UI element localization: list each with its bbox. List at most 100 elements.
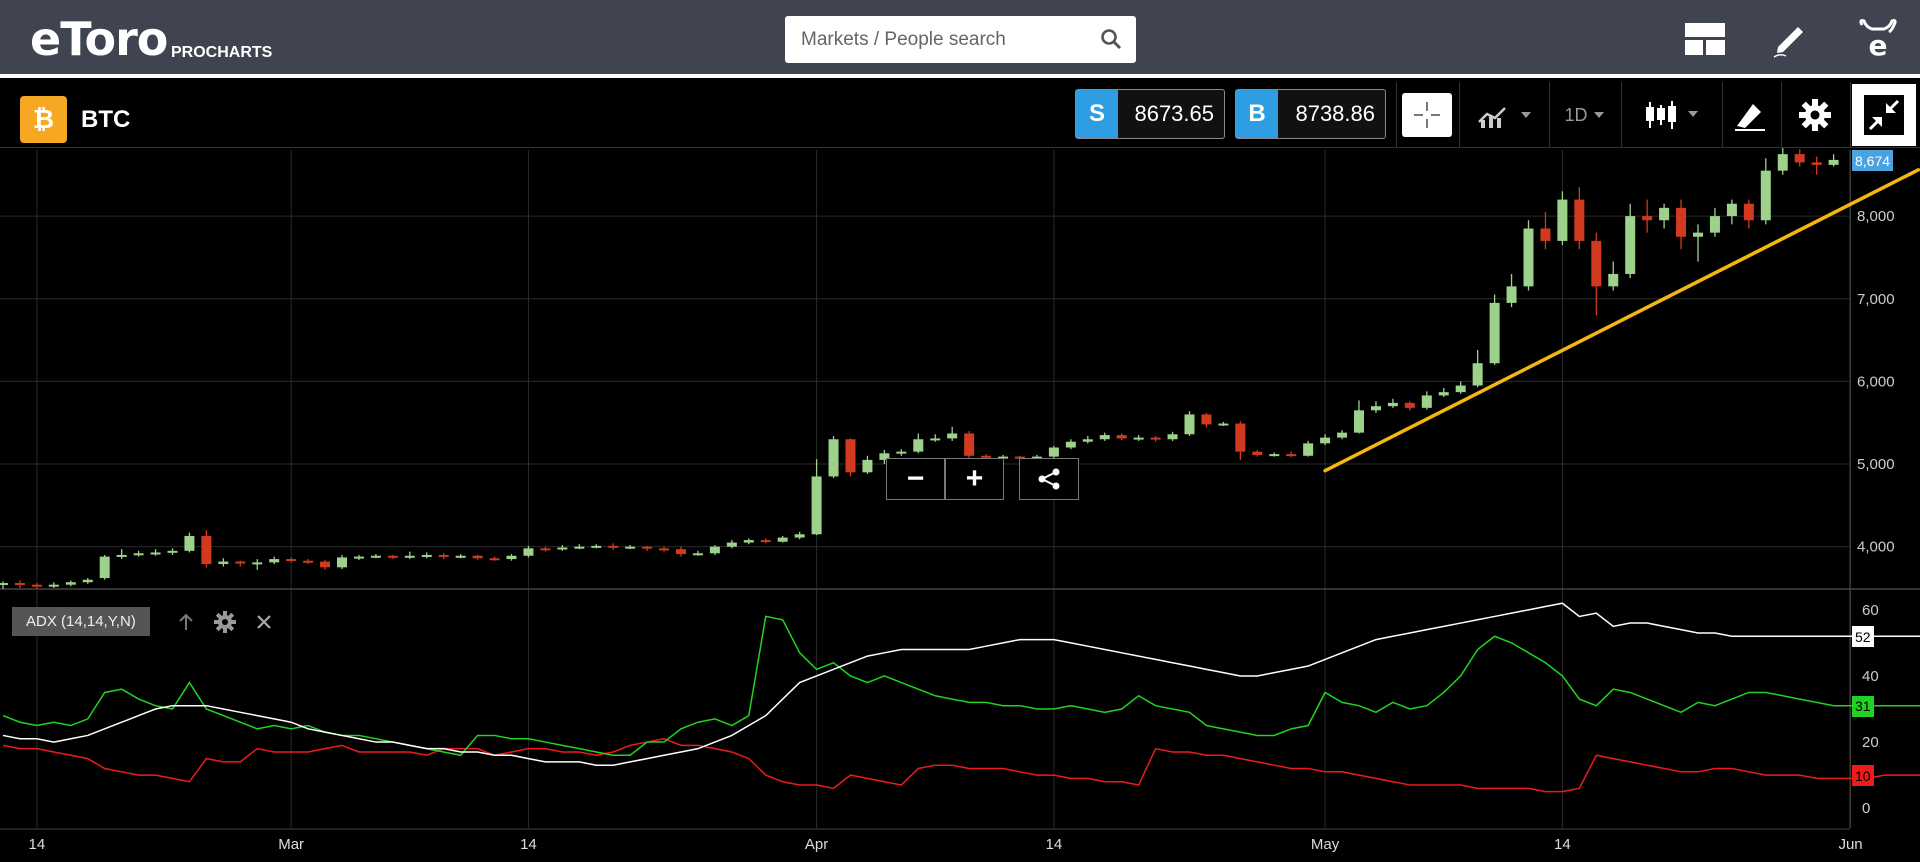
candle-body — [82, 579, 93, 583]
candle-body — [472, 555, 483, 559]
candle-body — [133, 553, 144, 556]
price-chart[interactable]: 4,000 5,000 6,000 7,000 8,000 0 20 40 60 8,674 1… — [0, 148, 1920, 862]
current-price-badge: 8,674 — [1852, 150, 1894, 172]
share-icon — [1038, 468, 1060, 490]
close-icon[interactable] — [249, 607, 279, 637]
candle-body — [1235, 423, 1246, 452]
candle-body — [1320, 437, 1331, 444]
instrument-bar: ₿ BTC S 8673.65 B 8738.86 1D — [0, 82, 1920, 148]
candle-body — [286, 559, 297, 562]
etoro-user-icon[interactable]: e — [1855, 16, 1901, 62]
adx-value: 52 — [1855, 628, 1871, 645]
candle-body — [523, 548, 534, 556]
chart-type-button[interactable] — [1470, 90, 1540, 140]
collapse-icon — [1864, 95, 1904, 135]
sell-button[interactable]: S 8673.65 — [1075, 89, 1225, 139]
indicator-settings-icon[interactable] — [210, 607, 240, 637]
time-tick-label: May — [1311, 836, 1340, 853]
candle-body — [1387, 402, 1398, 407]
candle-body — [845, 439, 856, 473]
candle-body — [303, 560, 314, 563]
candle-body — [235, 561, 246, 564]
search-box[interactable] — [785, 16, 1136, 63]
adx-indicator-label[interactable]: ADX (14,14,Y,N) — [12, 607, 150, 636]
candle-body — [1167, 434, 1178, 440]
candle-body — [269, 559, 280, 563]
candle-body — [1286, 454, 1297, 457]
sell-price: 8673.65 — [1134, 101, 1214, 126]
candle-body — [1726, 203, 1737, 217]
candle-body — [1048, 447, 1059, 457]
drawing-button[interactable] — [1728, 90, 1772, 140]
share-button[interactable] — [1019, 458, 1079, 500]
candlestick-button[interactable] — [1640, 90, 1710, 140]
candle-body — [1218, 423, 1229, 426]
candle-body — [489, 558, 500, 561]
price-tick-label: 8,000 — [1857, 208, 1895, 225]
candle-body — [1184, 414, 1195, 435]
time-tick-label: Jun — [1838, 836, 1862, 853]
candle-body — [862, 459, 873, 473]
timeframe-dropdown[interactable]: 1D — [1556, 90, 1614, 140]
candle-body — [337, 557, 347, 568]
zoom-out-label: − — [906, 462, 925, 495]
candle-body — [1489, 302, 1500, 364]
candlestick-series — [0, 148, 1839, 589]
svg-text:e: e — [1869, 29, 1888, 61]
zoom-out-button[interactable]: − — [886, 458, 945, 500]
candle-body — [1455, 385, 1466, 393]
candle-body — [659, 548, 670, 551]
search-icon[interactable] — [1100, 28, 1122, 55]
candle-body — [201, 535, 212, 565]
candle-body — [1828, 159, 1839, 165]
candle-body — [777, 537, 788, 542]
candle-body — [31, 584, 42, 587]
candle-body — [150, 552, 161, 555]
candle-body — [574, 546, 585, 549]
zoom-in-label: + — [965, 462, 984, 495]
settings-button[interactable] — [1790, 90, 1840, 140]
candle-body — [167, 550, 178, 553]
candle-body — [1811, 162, 1822, 165]
arrow-up-icon[interactable] — [171, 607, 201, 637]
crosshair-button[interactable] — [1402, 90, 1452, 140]
adx-tick-label: 60 — [1862, 602, 1879, 619]
timeframe-value: 1D — [1564, 104, 1588, 125]
candle-body — [964, 433, 975, 456]
candle-body — [1438, 392, 1449, 396]
candle-body — [455, 555, 466, 558]
layout-icon[interactable] — [1682, 16, 1728, 62]
candle-body — [438, 554, 449, 557]
drawing-icon — [1735, 104, 1765, 131]
adx-line — [2, 602, 1920, 766]
candle-body — [1777, 154, 1788, 171]
zoom-in-button[interactable]: + — [945, 458, 1004, 500]
candle-body — [1557, 199, 1568, 241]
candle-body — [99, 556, 110, 579]
sell-label: S — [1076, 90, 1118, 138]
candle-body — [252, 562, 263, 565]
di-minus-value-badge: 10 — [1852, 765, 1874, 787]
candle-body — [387, 555, 398, 558]
candle-body — [1693, 232, 1703, 237]
candle-body — [726, 542, 737, 547]
candle-body — [540, 548, 551, 551]
candle-body — [1150, 437, 1161, 440]
candle-body — [1201, 414, 1212, 425]
candle-body — [1370, 406, 1381, 411]
candle-body — [794, 534, 805, 538]
di-minus-line — [2, 737, 1920, 793]
collapse-button[interactable] — [1852, 84, 1916, 146]
pencil-icon[interactable] — [1767, 16, 1813, 62]
search-input[interactable] — [801, 16, 1091, 63]
candle-body — [947, 433, 958, 439]
buy-button[interactable]: B 8738.86 — [1235, 89, 1386, 139]
etoro-logo[interactable]: eToro — [30, 12, 168, 66]
candle-body — [608, 545, 619, 548]
candle-body — [1540, 228, 1551, 241]
time-tick-label: 14 — [520, 836, 537, 853]
price-tick-label: 4,000 — [1857, 539, 1895, 556]
candle-body — [743, 540, 754, 543]
trendline[interactable] — [1323, 168, 1920, 473]
time-tick-label: 14 — [1554, 836, 1571, 853]
